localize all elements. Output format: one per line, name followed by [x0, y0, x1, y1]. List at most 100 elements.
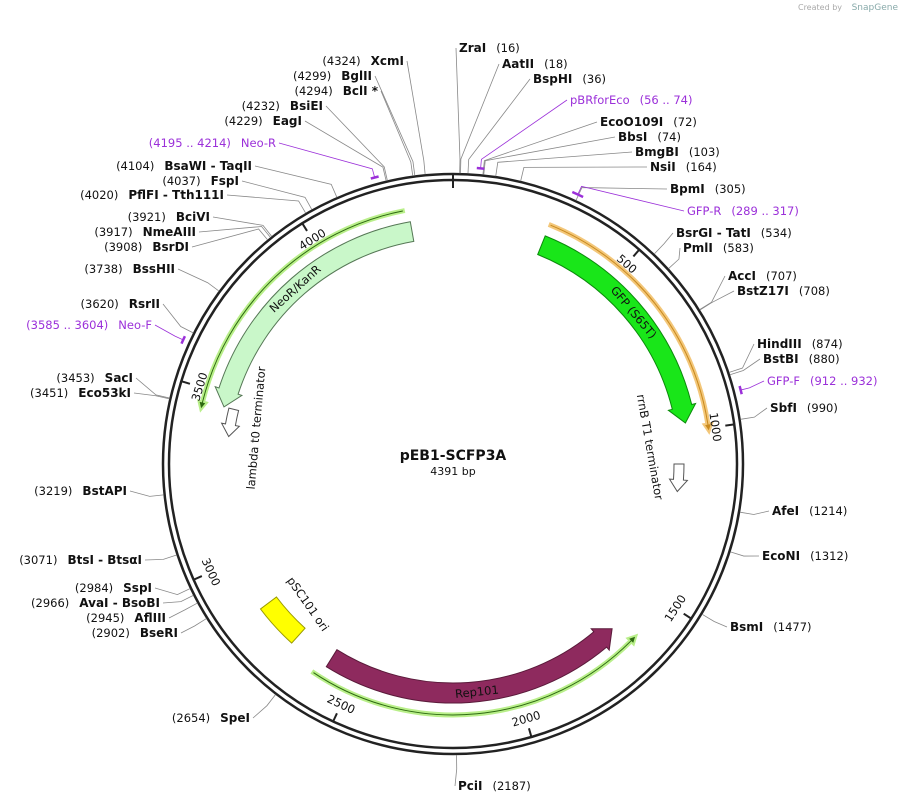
- primer-mark: [571, 190, 584, 199]
- label: (3917) NmeAIII: [94, 225, 196, 239]
- site-leader: [133, 392, 170, 400]
- site-name: BstZ17I: [737, 284, 789, 298]
- site-position: (2984): [75, 581, 113, 595]
- site-leader: [252, 694, 276, 719]
- site-leader: [162, 303, 194, 334]
- site-name: BmgBI: [635, 145, 679, 159]
- label: EcoNI (1312): [762, 549, 848, 563]
- site-name: FspI: [211, 174, 239, 188]
- site-name: XcmI: [371, 54, 404, 68]
- site-name: SbfI: [770, 401, 797, 415]
- site-position: (880): [809, 352, 840, 366]
- label: AatII (18): [502, 57, 568, 71]
- feature-label: lambda t0 terminator: [244, 366, 269, 490]
- primer-range: (912 .. 932): [810, 374, 878, 388]
- site-leader: [654, 232, 674, 255]
- label: ZraI (16): [459, 41, 520, 55]
- site-position: (4020): [80, 188, 118, 202]
- primer-mark: [476, 166, 485, 170]
- site-leader: [135, 377, 170, 399]
- site-position: (36): [582, 72, 606, 86]
- label: (3908) BsrDI: [104, 240, 189, 254]
- label: BspHI (36): [533, 72, 606, 86]
- label: AfeI (1214): [772, 504, 847, 518]
- tick-label: 2000: [510, 708, 542, 730]
- site-name: BsrGI - TatI: [676, 226, 751, 240]
- site-leader: [380, 90, 414, 176]
- label: (3451) Eco53kI: [30, 386, 131, 400]
- site-leader: [730, 551, 760, 557]
- site-position: (3453): [56, 371, 94, 385]
- orf-arc: [196, 208, 406, 413]
- plasmid-length: 4391 bp: [430, 465, 475, 478]
- site-position: (990): [807, 401, 838, 415]
- site-leader: [198, 226, 271, 238]
- site-position: (1214): [809, 504, 847, 518]
- site-position: (74): [657, 130, 681, 144]
- site-position: (2654): [172, 711, 210, 725]
- site-name: BtsI - BtsαI: [67, 553, 142, 567]
- site-position: (1477): [773, 620, 811, 634]
- tick-mark: [180, 379, 191, 385]
- site-position: (16): [496, 41, 520, 55]
- site-name: AatII: [502, 57, 534, 71]
- site-position: (164): [686, 160, 717, 174]
- site-name: BstAPI: [82, 484, 127, 498]
- site-leader: [304, 120, 387, 181]
- credit-prefix: Created by: [798, 3, 842, 12]
- site-leader: [699, 275, 726, 310]
- site-position: (3921): [128, 210, 166, 224]
- site-name: BsaWI - TaqII: [164, 159, 252, 173]
- tick-mark: [725, 423, 736, 427]
- site-name: Eco53kI: [78, 386, 131, 400]
- site-leader: [699, 290, 735, 311]
- plasmid-title: pEB1-SCFP3A: [400, 448, 507, 464]
- label: (3071) BtsI - BtsαI: [19, 553, 142, 567]
- site-leader: [455, 47, 461, 174]
- tick-label: 500: [614, 251, 640, 276]
- site-name: AfeI: [772, 504, 799, 518]
- site-leader: [454, 754, 458, 787]
- site-name: ZraI: [459, 41, 486, 55]
- site-name: PciI: [458, 779, 483, 793]
- site-leader: [325, 105, 388, 181]
- tick-label: 1500: [661, 592, 689, 624]
- site-name: HindIII: [757, 337, 802, 351]
- label: GFP-R (289 .. 317): [687, 204, 799, 218]
- feature-label: Rep101: [454, 682, 499, 701]
- site-leader: [739, 510, 770, 515]
- label: (3738) BssHII: [84, 262, 175, 276]
- site-leader: [729, 343, 755, 373]
- label: BmgBI (103): [635, 145, 720, 159]
- label: (4324) XcmI: [322, 54, 404, 68]
- site-position: (2187): [493, 779, 531, 793]
- site-position: (4299): [293, 69, 331, 83]
- feature-label: NeoR/KanR: [267, 262, 324, 315]
- site-leader: [241, 180, 313, 210]
- site-position: (3451): [30, 386, 68, 400]
- label: PciI (2187): [458, 779, 531, 793]
- label: BpmI (305): [670, 182, 746, 196]
- feature-arrow: [325, 628, 613, 704]
- label: NsiI (164): [650, 160, 717, 174]
- site-position: (4104): [116, 159, 154, 173]
- label: (4229) EagI: [224, 114, 302, 128]
- primer-name: Neo-F: [118, 318, 152, 332]
- site-name: NsiI: [650, 160, 676, 174]
- site-name: EagI: [273, 114, 302, 128]
- label: (3219) BstAPI: [34, 484, 127, 498]
- label: (4232) BsiEI: [242, 99, 323, 113]
- site-name: BsiEI: [290, 99, 323, 113]
- site-position: (3917): [94, 225, 132, 239]
- feature-box: [259, 596, 306, 644]
- site-leader: [467, 78, 531, 174]
- primer-name: pBRforEco: [570, 93, 630, 107]
- site-position: (707): [766, 269, 797, 283]
- label: PmlI (583): [683, 241, 754, 255]
- site-leader: [180, 618, 207, 634]
- feature-label: rrnB T1 terminator: [634, 393, 666, 501]
- site-position: (583): [723, 241, 754, 255]
- site-leader: [729, 358, 761, 376]
- label: (4037) FspI: [162, 174, 239, 188]
- site-name: BglII: [341, 69, 372, 83]
